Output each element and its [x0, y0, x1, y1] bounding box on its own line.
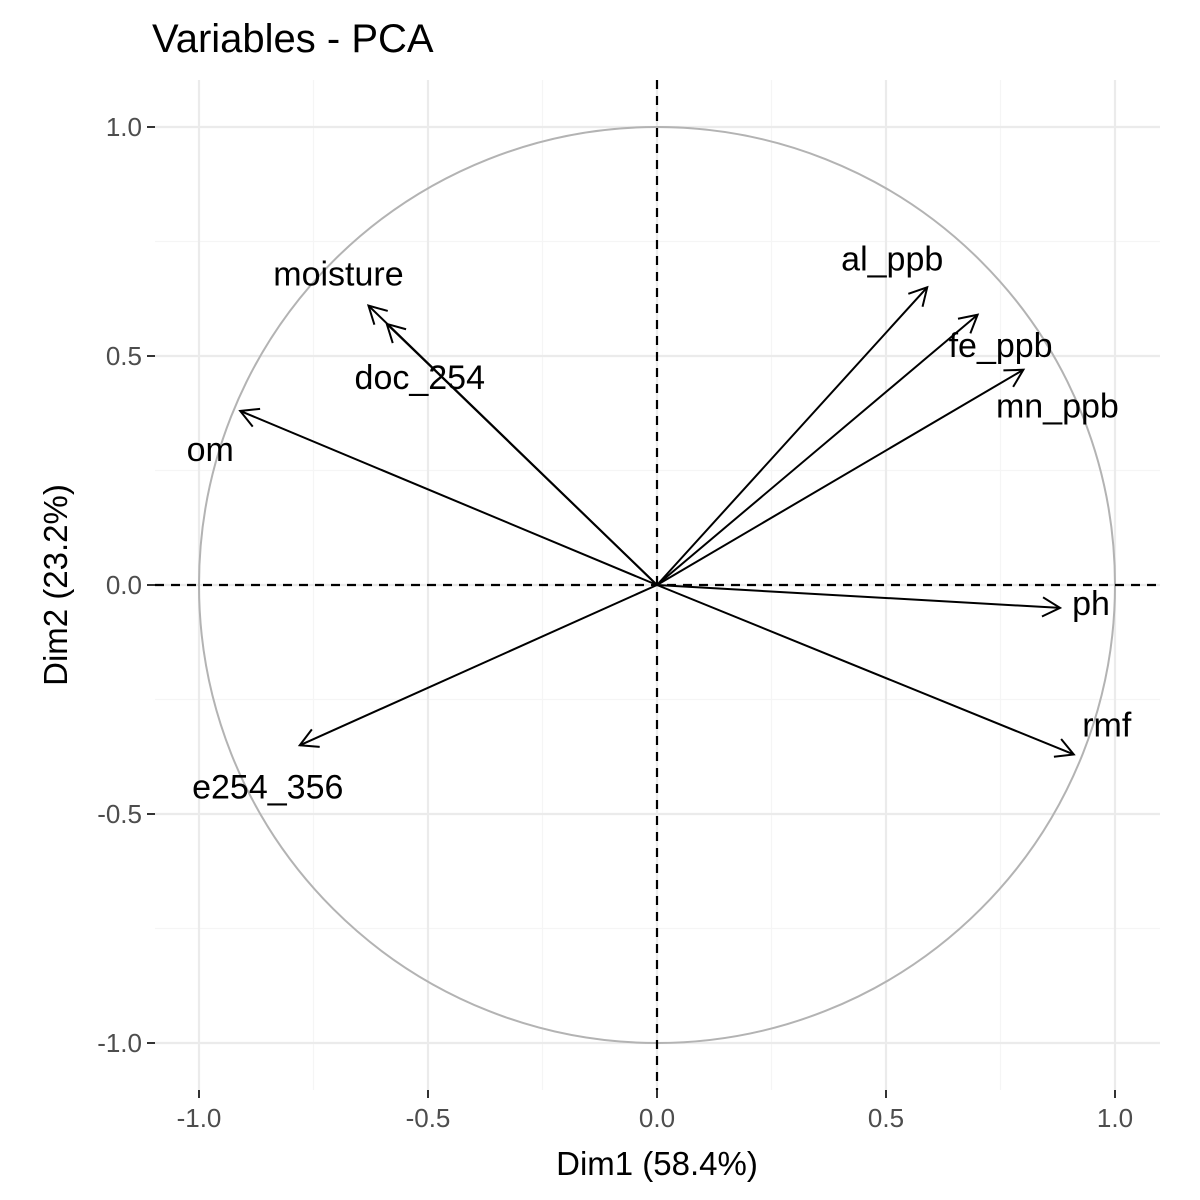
arrow-head-moisture: [366, 304, 389, 326]
arrow-shaft-rmf: [656, 584, 1075, 756]
arrow-head-e254_356: [297, 728, 320, 748]
y-axis: -1.0 -0.5 0.0 0.5 1.0: [97, 112, 155, 1058]
variable-label-doc_254: doc_254: [355, 359, 485, 397]
arrow-head-om: [238, 407, 261, 428]
variable-label-al_ppb: al_ppb: [841, 240, 943, 278]
arrow-head-ph: [1041, 596, 1063, 618]
arrow-shaft-om: [239, 410, 658, 586]
variable-label-mn_ppb: mn_ppb: [996, 388, 1119, 426]
arrow-shaft-al_ppb: [656, 286, 928, 586]
arrow-ph: [656, 584, 1063, 618]
arrow-om: [238, 407, 658, 586]
y-tick-label: 0.0: [106, 570, 142, 600]
x-tick-label: 0.0: [639, 1103, 675, 1133]
arrow-head-al_ppb: [907, 285, 929, 307]
arrow-e254_356: [297, 584, 658, 748]
arrow-rmf: [656, 584, 1076, 758]
y-tick-label: -1.0: [97, 1028, 142, 1058]
arrow-head-doc_254: [385, 322, 407, 344]
x-tick-label: -0.5: [406, 1103, 451, 1133]
variable-label-moisture: moisture: [273, 256, 403, 294]
variable-label-om: om: [187, 431, 234, 469]
y-tick-label: 1.0: [106, 112, 142, 142]
x-tick-label: -1.0: [177, 1103, 222, 1133]
variable-label-ph: ph: [1072, 585, 1110, 623]
arrow-head-mn_ppb: [1003, 368, 1026, 388]
arrow-head-fe_ppb: [957, 313, 980, 334]
arrow-head-rmf: [1053, 738, 1076, 758]
x-tick-label: 0.5: [868, 1103, 904, 1133]
arrow-shaft-ph: [656, 584, 1061, 609]
variable-label-e254_356: e254_356: [192, 768, 343, 806]
arrow-doc_254: [385, 322, 658, 586]
variable-label-rmf: rmf: [1082, 706, 1132, 744]
arrow-al_ppb: [656, 285, 929, 586]
y-tick-label: 0.5: [106, 341, 142, 371]
x-axis-title: Dim1 (58.4%): [556, 1145, 758, 1182]
y-tick-label: -0.5: [97, 799, 142, 829]
arrow-shaft-mn_ppb: [656, 368, 1024, 586]
arrow-shaft-fe_ppb: [656, 314, 979, 586]
variable-arrows: [238, 285, 1076, 758]
arrow-fe_ppb: [656, 313, 980, 586]
variable-label-fe_ppb: fe_ppb: [949, 327, 1053, 365]
y-axis-title: Dim2 (23.2%): [37, 484, 74, 686]
chart-title: Variables - PCA: [152, 17, 434, 61]
x-tick-label: 1.0: [1097, 1103, 1133, 1133]
x-axis: -1.0 -0.5 0.0 0.5 1.0: [177, 1090, 1133, 1133]
arrow-mn_ppb: [656, 368, 1026, 586]
arrow-shaft-doc_254: [386, 323, 658, 586]
arrow-shaft-e254_356: [299, 584, 658, 747]
